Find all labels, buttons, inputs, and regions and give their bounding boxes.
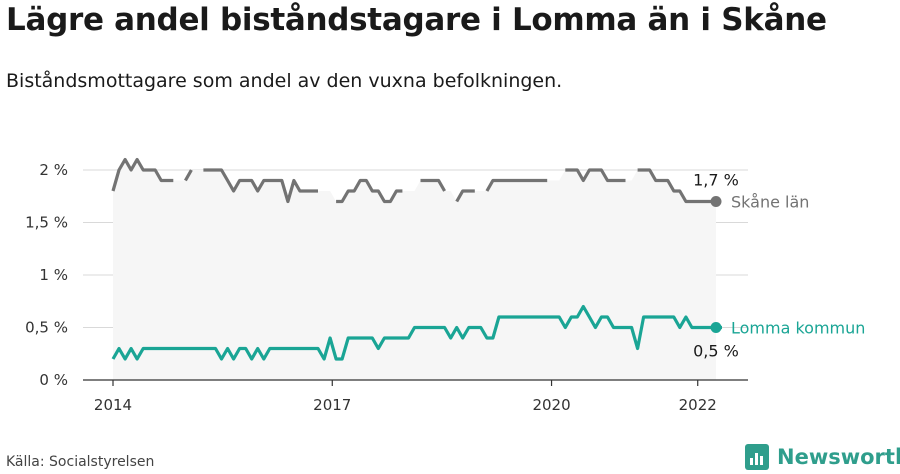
brand-name: Newsworthy [777, 445, 900, 469]
source-note: Källa: Socialstyrelsen [6, 454, 155, 470]
end-value-label: 1,7 % [693, 171, 739, 190]
newsworthy-icon [745, 444, 769, 470]
y-tick-label: 1 % [39, 266, 68, 284]
series-lines [111, 157, 722, 361]
end-value-label: 0,5 % [693, 342, 739, 361]
x-tick-label: 2022 [679, 396, 717, 414]
series-line-skåne-län [111, 157, 716, 204]
x-tick-label: 2017 [313, 396, 351, 414]
y-tick-label: 2 % [39, 161, 68, 179]
y-tick-label: 1,5 % [25, 214, 68, 232]
series-name-label: Lomma kommun [731, 319, 865, 338]
series-name-label: Skåne län [731, 193, 809, 212]
x-tick-label: 2020 [532, 396, 570, 414]
end-point-lomma-kommun [710, 322, 722, 333]
chart-title: Lägre andel biståndstagare i Lomma än i … [6, 2, 827, 38]
y-tick-label: 0,5 % [25, 319, 68, 337]
newsworthy-logo: Newsworthy [745, 442, 900, 472]
series-line-lomma-kommun [111, 304, 722, 361]
end-point-skåne-län [710, 196, 722, 207]
y-tick-label: 0 % [39, 371, 68, 389]
x-tick-label: 2014 [94, 396, 132, 414]
chart-subtitle: Biståndsmottagare som andel av den vuxna… [6, 70, 563, 92]
end-labels: Skåne län 1,7 % Lomma kommun 0,5 % [693, 171, 865, 361]
axes: 0 % 0,5 % 1 % 1,5 % 2 % 2014 2017 2020 2022 [25, 161, 748, 414]
